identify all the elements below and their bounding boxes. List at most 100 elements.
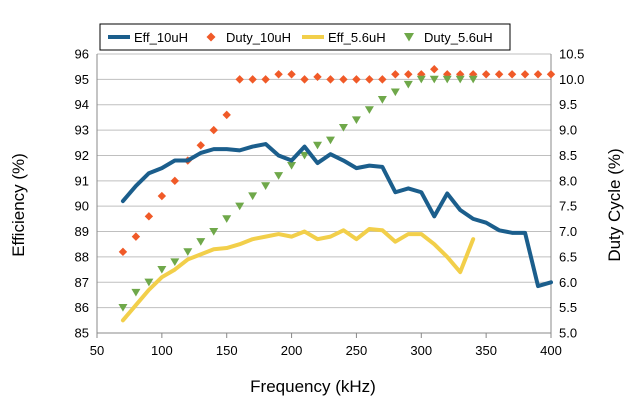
- data-point-duty-5-6uh: [429, 75, 439, 84]
- series-duty-10uh: [118, 65, 556, 257]
- y2-tick-label: 9.5: [559, 97, 577, 112]
- data-point-duty-10uh: [300, 75, 309, 84]
- data-point-duty-10uh: [430, 65, 439, 74]
- y-tick-label: 86: [75, 300, 89, 315]
- y-tick-label: 93: [75, 123, 89, 138]
- legend-item-duty-10uh: Duty_10uH: [206, 30, 291, 45]
- y-tick-label: 96: [75, 47, 89, 62]
- data-point-duty-5-6uh: [131, 288, 141, 297]
- y2-tick-label: 8.0: [559, 173, 577, 188]
- data-point-duty-5-6uh: [274, 172, 284, 180]
- data-point-duty-5-6uh: [338, 123, 348, 132]
- axes: [96, 54, 552, 338]
- data-point-duty-5-6uh: [364, 106, 374, 114]
- data-point-duty-5-6uh: [287, 162, 297, 170]
- y2-tick-label: 5.0: [559, 326, 577, 341]
- y2-tick-label: 6.5: [559, 249, 577, 264]
- data-point-duty-10uh: [157, 191, 167, 201]
- y2-tick-label: 5.5: [559, 300, 577, 315]
- data-point-duty-5-6uh: [468, 75, 478, 84]
- data-point-duty-10uh: [131, 232, 141, 241]
- x-tick-label: 300: [410, 343, 432, 358]
- x-tick-label: 400: [540, 343, 562, 358]
- data-point-duty-10uh: [261, 75, 270, 84]
- data-point-duty-5-6uh: [144, 278, 154, 287]
- series-line-eff-10uh: [120, 142, 553, 289]
- y2-tick-label: 9.0: [559, 123, 577, 138]
- data-point-duty-5-6uh: [377, 96, 387, 104]
- y-tick-label: 87: [75, 275, 89, 290]
- data-point-duty-10uh: [209, 125, 218, 135]
- data-point-duty-5-6uh: [222, 215, 232, 223]
- x-axis-title: Frequency (kHz): [250, 377, 376, 396]
- data-point-duty-5-6uh: [325, 136, 335, 145]
- data-point-duty-10uh: [170, 176, 180, 186]
- data-point-duty-10uh: [339, 75, 348, 84]
- series-marks: [118, 65, 556, 323]
- data-point-duty-5-6uh: [196, 238, 206, 246]
- data-point-duty-5-6uh: [390, 88, 400, 97]
- data-point-duty-10uh: [235, 75, 244, 84]
- data-point-duty-5-6uh: [403, 80, 413, 89]
- data-point-duty-10uh: [481, 70, 491, 79]
- legend-label: Duty_10uH: [226, 30, 291, 45]
- y2-tick-label: 6.0: [559, 275, 577, 290]
- data-point-duty-5-6uh: [351, 116, 361, 124]
- data-point-duty-5-6uh: [442, 75, 452, 84]
- legend-label: Duty_5.6uH: [424, 30, 493, 45]
- series-eff-5-6uh: [120, 227, 476, 323]
- data-point-duty-10uh: [352, 75, 361, 84]
- x-tick-label: 50: [90, 343, 104, 358]
- y-tick-label: 94: [75, 97, 89, 112]
- data-point-duty-5-6uh: [248, 192, 258, 201]
- data-point-duty-10uh: [313, 72, 322, 82]
- data-point-duty-10uh: [533, 70, 543, 79]
- data-point-duty-5-6uh: [157, 265, 167, 274]
- y-tick-label: 92: [75, 148, 89, 163]
- x-tick-label: 150: [216, 343, 238, 358]
- legend-label: Eff_5.6uH: [328, 30, 386, 45]
- data-point-duty-10uh: [274, 70, 283, 79]
- series-duty-5-6uh: [118, 75, 478, 312]
- series-eff-10uh: [120, 142, 553, 289]
- data-point-duty-10uh: [287, 70, 296, 79]
- y-tick-label: 95: [75, 72, 89, 87]
- legend-item-eff-5-6uh: Eff_5.6uH: [302, 30, 386, 45]
- data-point-duty-10uh: [494, 70, 504, 79]
- y-tick-label: 91: [75, 173, 89, 188]
- data-point-duty-10uh: [507, 70, 517, 79]
- y2-tick-label: 7.0: [559, 224, 577, 239]
- y2-tick-label: 7.5: [559, 199, 577, 214]
- data-point-duty-10uh: [144, 212, 154, 221]
- y-axis-title: Efficiency (%): [9, 153, 28, 257]
- data-point-duty-10uh: [196, 141, 205, 150]
- y-tick-label: 85: [75, 326, 89, 341]
- y2-tick-label: 10.0: [559, 72, 584, 87]
- data-point-duty-10uh: [546, 70, 556, 79]
- legend-label: Eff_10uH: [134, 30, 188, 45]
- y2-tick-label: 8.5: [559, 148, 577, 163]
- data-point-duty-5-6uh: [300, 151, 310, 160]
- legend-item-duty-5-6uh: Duty_5.6uH: [404, 30, 493, 45]
- data-point-duty-5-6uh: [261, 182, 271, 190]
- data-point-duty-10uh: [326, 75, 335, 84]
- x-tick-label: 250: [346, 343, 368, 358]
- y2-tick-label: 10.5: [559, 47, 584, 62]
- y-tick-label: 88: [75, 249, 89, 264]
- data-point-duty-5-6uh: [235, 202, 245, 211]
- tick-labels: 85 86 87 88 89 90 91 92 93 94 95 96 5.0 5.5 6.0 6.5 7.0 7…: [75, 47, 585, 359]
- legend-swatch: [404, 33, 414, 42]
- data-point-duty-5-6uh: [209, 227, 219, 236]
- data-point-duty-5-6uh: [170, 258, 180, 267]
- data-point-duty-5-6uh: [416, 75, 426, 84]
- data-point-duty-5-6uh: [118, 304, 128, 312]
- data-point-duty-10uh: [391, 70, 400, 79]
- y-tick-label: 90: [75, 199, 89, 214]
- legend-item-eff-10uh: Eff_10uH: [108, 30, 188, 45]
- legend: Eff_10uH Duty_10uH Eff_5.6uH Duty_5.6uH: [99, 23, 511, 51]
- legend-swatch: [206, 32, 216, 42]
- data-point-duty-10uh: [365, 75, 374, 84]
- series-line-eff-5-6uh: [120, 227, 476, 323]
